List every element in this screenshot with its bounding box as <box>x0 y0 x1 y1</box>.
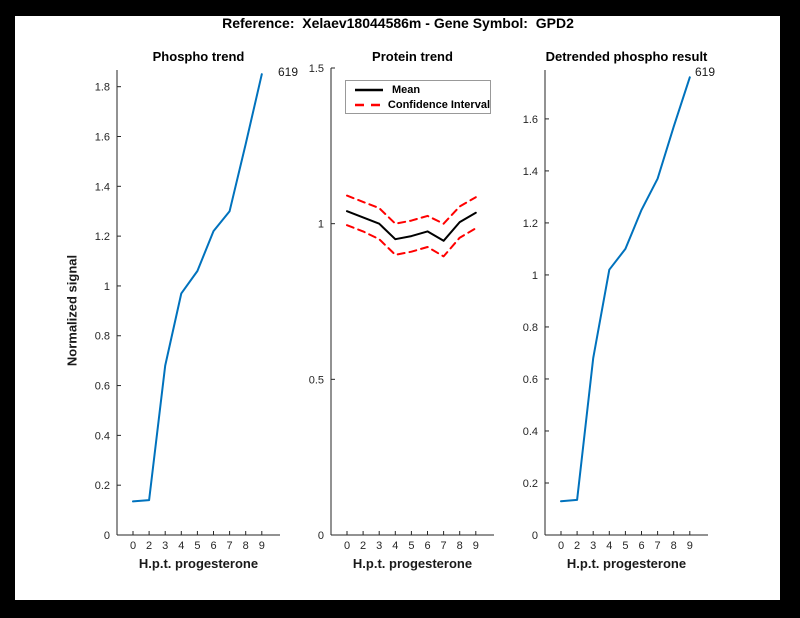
x-tick-label: 8 <box>457 540 463 552</box>
x-tick-label: 9 <box>473 540 479 552</box>
plot2-x-axis-label: H.p.t. progesterone <box>352 556 473 571</box>
x-tick-label: 2 <box>574 540 580 552</box>
series-line-mean <box>346 210 477 242</box>
y-tick-label: 0.4 <box>95 430 110 442</box>
x-tick-label: 2 <box>360 540 366 552</box>
x-tick-label: 4 <box>392 540 398 552</box>
x-tick-label: 3 <box>162 540 168 552</box>
x-tick-label: 5 <box>408 540 414 552</box>
plot3-endpoint-annotation: 619 <box>695 65 716 79</box>
x-tick-label: 5 <box>622 540 628 552</box>
y-tick-label: 0 <box>532 530 538 542</box>
confidence-interval-line-sample-icon <box>355 103 380 106</box>
x-tick-label: 9 <box>687 540 693 552</box>
y-tick-label: 0 <box>104 530 110 542</box>
x-tick-label: 9 <box>259 540 265 552</box>
x-tick-label: 4 <box>178 540 184 552</box>
y-tick-label: 1.8 <box>95 82 110 94</box>
x-tick-label: 4 <box>606 540 612 552</box>
x-tick-label: 7 <box>441 540 447 552</box>
series-line-detrended-phospho-signal <box>560 76 691 503</box>
legend-label-mean: Mean <box>392 83 421 96</box>
x-tick-label: 7 <box>655 540 661 552</box>
x-tick-label: 7 <box>227 540 233 552</box>
legend-box: Mean Confidence Interval <box>345 80 491 114</box>
y-tick-label: 1.6 <box>95 131 110 143</box>
legend-item-confidence-interval: Confidence Interval <box>354 98 490 111</box>
x-tick-label: 8 <box>243 540 249 552</box>
y-tick-label: 1.2 <box>523 218 538 230</box>
y-tick-label: 0.5 <box>309 374 324 386</box>
plot1-title: Phospho trend <box>152 49 245 64</box>
y-tick-label: 0.2 <box>95 480 110 492</box>
y-tick-label: 1 <box>318 219 324 231</box>
y-tick-label: 1.2 <box>95 231 110 243</box>
x-tick-label: 3 <box>376 540 382 552</box>
y-tick-label: 0.6 <box>95 381 110 393</box>
y-tick-label: 1 <box>532 270 538 282</box>
y-tick-label: 1.5 <box>309 63 324 75</box>
y-tick-label: 0.2 <box>523 478 538 490</box>
x-tick-label: 2 <box>146 540 152 552</box>
subplot-2: 0 2 3 4 5 6 7 8 900.511.5 <box>309 63 494 552</box>
series-line-phospho-signal <box>132 73 263 503</box>
plot3-title: Detrended phospho result <box>545 49 708 64</box>
figure-title: Reference: Xelaev18044586m - Gene Symbol… <box>222 15 574 31</box>
x-tick-label: 3 <box>590 540 596 552</box>
y-tick-label: 1.4 <box>523 166 538 178</box>
legend-item-mean: Mean <box>354 83 490 96</box>
y-tick-label: 0.8 <box>95 331 110 343</box>
subplot-1: 0 2 3 4 5 6 7 8 900.20.40.60.811.21.41.61.8 <box>95 70 280 552</box>
y-tick-label: 1 <box>104 281 110 293</box>
y-tick-label: 1.4 <box>95 181 110 193</box>
subplot-3: 0 2 3 4 5 6 7 8 900.20.40.60.811.21.41.6 <box>523 70 708 552</box>
plot1-endpoint-annotation: 619 <box>278 65 299 79</box>
plot1-x-axis-label: H.p.t. progesterone <box>138 556 259 571</box>
mean-line-sample-icon <box>355 88 383 91</box>
x-tick-label: 6 <box>638 540 644 552</box>
x-tick-label: 6 <box>210 540 216 552</box>
x-tick-label: 0 <box>344 540 350 552</box>
legend-label-confidence-interval: Confidence Interval <box>387 98 490 111</box>
y-tick-label: 0.6 <box>523 374 538 386</box>
x-tick-label: 0 <box>130 540 136 552</box>
series-line-confidence-interval-upper <box>346 194 477 225</box>
y-tick-label: 0 <box>318 530 324 542</box>
y-tick-label: 1.6 <box>523 114 538 126</box>
series-line-confidence-interval-lower <box>346 224 477 258</box>
plot3-x-axis-label: H.p.t. progesterone <box>566 556 687 571</box>
x-tick-label: 0 <box>558 540 564 552</box>
plot2-title: Protein trend <box>372 49 453 64</box>
x-tick-label: 5 <box>194 540 200 552</box>
y-tick-label: 0.4 <box>523 426 538 438</box>
x-tick-label: 8 <box>671 540 677 552</box>
x-tick-label: 6 <box>424 540 430 552</box>
y-tick-label: 0.8 <box>523 322 538 334</box>
